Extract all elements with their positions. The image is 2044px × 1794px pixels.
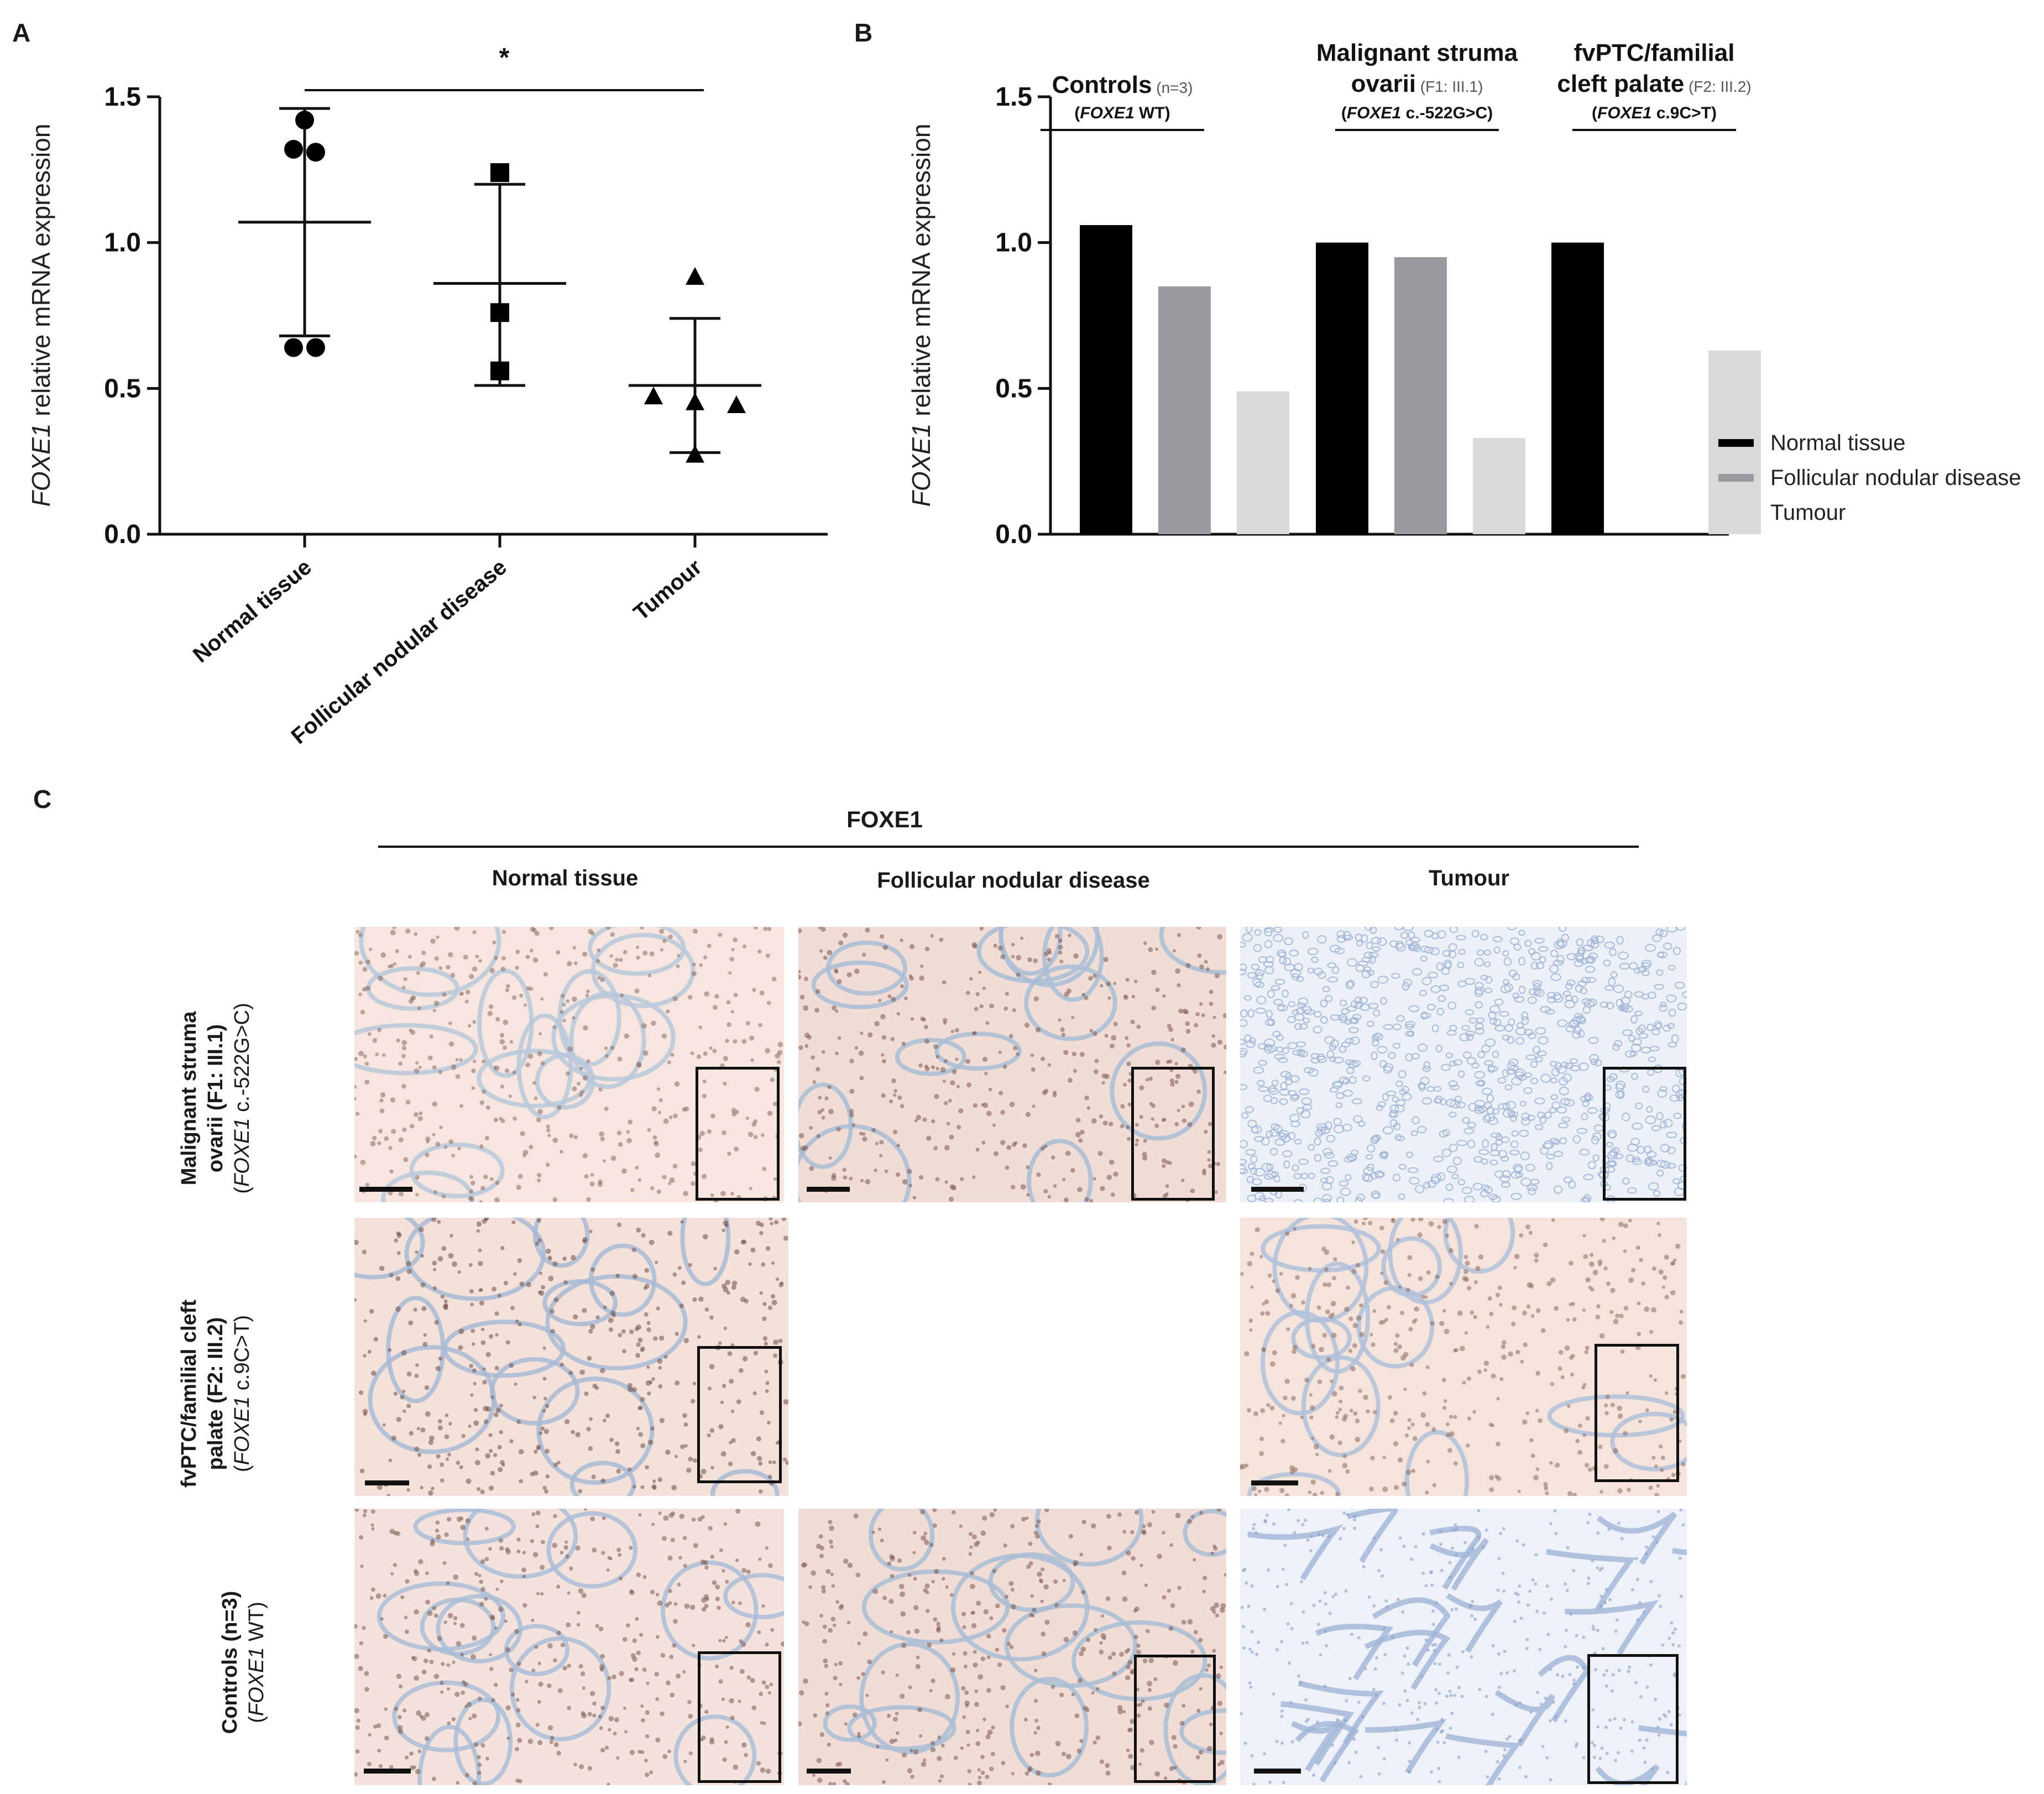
a-y-tick-label: 0.5 bbox=[104, 374, 141, 403]
a-point-circle bbox=[284, 139, 303, 159]
scale-bar bbox=[1251, 1480, 1298, 1485]
b-bar bbox=[1080, 225, 1132, 534]
a-point-circle bbox=[306, 338, 325, 357]
micrograph-inset bbox=[1134, 1655, 1216, 1783]
panel-c-title: FOXE1 bbox=[846, 806, 923, 832]
b-legend-swatch bbox=[1718, 474, 1754, 482]
b-bar bbox=[1237, 391, 1289, 534]
micrograph-texture bbox=[354, 927, 783, 1202]
b-y-tick-label: 1.5 bbox=[995, 82, 1032, 112]
scale-bar bbox=[807, 1187, 850, 1192]
b-group-title: fvPTC/familial bbox=[1574, 39, 1735, 66]
b-legend-label: Follicular nodular disease bbox=[1770, 466, 2021, 490]
b-y-tick-label: 0.0 bbox=[995, 520, 1032, 549]
column-header-follicular-nodular-disease: Follicular nodular disease bbox=[877, 868, 1150, 893]
tile-controls-follicular bbox=[798, 1509, 1226, 1785]
a-y-tick-label: 1.5 bbox=[104, 82, 141, 112]
a-point-square bbox=[490, 361, 509, 380]
tile-struma-follicular bbox=[798, 927, 1226, 1202]
micrograph-texture bbox=[798, 1509, 1226, 1785]
a-y-tick-label: 0.0 bbox=[104, 520, 141, 549]
micrograph-inset bbox=[1587, 1654, 1679, 1784]
micrograph-inset bbox=[696, 1067, 780, 1201]
b-legend-swatch bbox=[1718, 509, 1754, 517]
tile-struma-normal bbox=[354, 927, 784, 1202]
b-y-axis-label: FOXE1 relative mRNA expression bbox=[907, 124, 935, 507]
tile-controls-tumour bbox=[1240, 1509, 1687, 1785]
a-y-tick-label: 1.0 bbox=[104, 228, 141, 258]
b-group-title: ovarii (F1: III.1) bbox=[1351, 70, 1483, 97]
a-x-tick-label: Normal tissue bbox=[189, 555, 316, 667]
b-group-title: Malignant struma bbox=[1316, 39, 1518, 66]
a-x-tick-label: Tumour bbox=[629, 555, 707, 625]
column-header-normal-tissue: Normal tissue bbox=[492, 866, 639, 890]
b-legend-swatch bbox=[1718, 439, 1754, 447]
b-legend-label: Normal tissue bbox=[1770, 431, 1906, 455]
b-legend-label: Tumour bbox=[1770, 500, 1846, 525]
panel-label-b: B bbox=[854, 18, 873, 47]
micrograph-inset bbox=[1595, 1344, 1679, 1482]
b-bar bbox=[1316, 242, 1368, 535]
row-label-controls: Controls (n=3) (FOXE1 WT) bbox=[218, 1590, 268, 1734]
chart-b-bar: 0.0 0.5 1.0 1.5 FOXE1 relative mRNA express… bbox=[907, 39, 2021, 549]
b-bar bbox=[1551, 242, 1604, 535]
panel-label-c: C bbox=[33, 785, 52, 813]
micrograph-inset bbox=[698, 1651, 781, 1783]
micrograph-inset bbox=[697, 1346, 782, 1483]
panel-label-a: A bbox=[12, 18, 31, 47]
micrograph-texture bbox=[1240, 927, 1687, 1202]
scale-bar bbox=[359, 1187, 412, 1192]
a-point-triangle bbox=[686, 445, 704, 463]
b-group-genotype: (FOXE1 c.9C>T) bbox=[1592, 104, 1717, 122]
a-point-square bbox=[490, 163, 509, 182]
a-point-circle bbox=[284, 338, 303, 357]
scale-bar bbox=[1254, 1769, 1301, 1774]
a-y-axis-label: FOXE1 relative mRNA expression bbox=[27, 124, 55, 507]
row-label-malignant-struma: Malignant struma ovarii (F1: III.1) (FOX… bbox=[177, 1003, 254, 1194]
micrograph-texture bbox=[354, 1509, 784, 1785]
tile-fvptc-normal bbox=[354, 1218, 788, 1496]
b-y-tick-label: 0.5 bbox=[995, 374, 1032, 403]
a-point-square bbox=[490, 303, 509, 322]
b-bar bbox=[1394, 257, 1447, 534]
scale-bar bbox=[365, 1480, 409, 1485]
scale-bar bbox=[1251, 1187, 1304, 1192]
b-group-title: Controls (n=3) bbox=[1052, 71, 1193, 98]
a-point-triangle bbox=[686, 267, 704, 285]
scale-bar bbox=[807, 1769, 851, 1774]
a-significance-star: * bbox=[499, 43, 510, 72]
b-group-title: cleft palate (F2: III.2) bbox=[1557, 70, 1751, 97]
b-group-genotype: (FOXE1 c.-522G>C) bbox=[1341, 104, 1493, 122]
tile-fvptc-tumour bbox=[1240, 1218, 1687, 1496]
micrograph-texture bbox=[1240, 1218, 1687, 1496]
scale-bar bbox=[364, 1769, 411, 1774]
b-y-tick-label: 1.0 bbox=[995, 228, 1032, 258]
micrograph-inset bbox=[1603, 1067, 1686, 1201]
a-x-tick-label: Follicular nodular disease bbox=[286, 555, 511, 749]
micrograph-texture bbox=[798, 927, 1226, 1202]
row-label-fvptc-familial: fvPTC/familial cleft palate (F2: III.2) … bbox=[177, 1300, 254, 1488]
micrograph-texture bbox=[1240, 1509, 1687, 1785]
b-bar bbox=[1158, 286, 1211, 534]
column-header-tumour: Tumour bbox=[1429, 866, 1509, 890]
panel-c-title-rule bbox=[378, 846, 1639, 848]
micrograph-texture bbox=[354, 1218, 788, 1496]
b-bar bbox=[1473, 437, 1525, 534]
b-group-genotype: (FOXE1 WT) bbox=[1074, 104, 1170, 122]
micrograph-inset bbox=[1131, 1067, 1215, 1201]
tile-struma-tumour bbox=[1240, 927, 1687, 1202]
a-point-circle bbox=[295, 111, 314, 130]
chart-a-scatter: 0.0 0.5 1.0 1.5 FOXE1 relative mRNA express… bbox=[27, 43, 828, 749]
a-point-triangle bbox=[727, 395, 746, 413]
a-point-triangle bbox=[686, 392, 704, 410]
a-point-circle bbox=[306, 143, 325, 162]
tile-controls-normal bbox=[354, 1509, 784, 1785]
a-point-triangle bbox=[644, 387, 663, 405]
